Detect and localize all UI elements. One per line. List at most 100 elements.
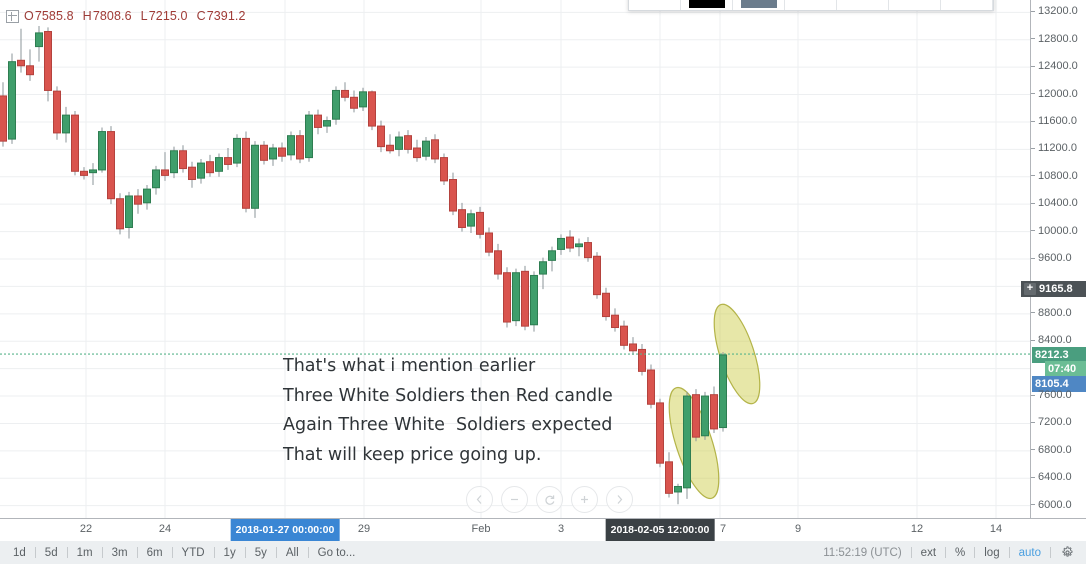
clock-label: 11:52:19 (UTC) [823,546,902,559]
ohlc-low-value: 7215.0 [148,9,188,23]
time-tick-label: 12 [910,523,924,535]
toolbar-separator [275,547,277,558]
candlestick-chart [0,0,1030,518]
floating-style-panel[interactable] [628,0,994,11]
toolbar-separator [945,547,947,558]
zoom-in-button[interactable] [571,486,598,513]
annotation-line-4: That will keep price going up. [283,444,542,465]
time-tick-label: 29 [357,523,371,535]
price-tick-label: 11600.0 [1031,115,1086,127]
chevron-left-icon [476,495,482,504]
crosshair-price-value: 9165.8 [1039,282,1073,295]
price-tick-label: 8800.0 [1031,307,1086,319]
scroll-left-button[interactable] [466,486,493,513]
reset-chart-button[interactable] [536,486,563,513]
option-button-auto[interactable]: auto [1018,546,1041,559]
ohlc-high-value: 7808.6 [92,9,132,23]
price-tick-label: 10000.0 [1031,225,1086,237]
range-button-all[interactable]: All [285,546,299,559]
chart-plot-area[interactable] [0,0,1030,518]
color-swatch-slate[interactable] [740,0,777,8]
range-button-3m[interactable]: 3m [111,546,128,559]
price-tick-label: 11200.0 [1031,142,1086,154]
annotation-line-2: Three White Soldiers then Red candle [283,385,613,406]
zoom-out-button[interactable] [501,486,528,513]
price-tick-label: 6800.0 [1031,444,1086,456]
last-price-badge: 8212.3 [1032,347,1086,364]
ohlc-open-value: 7585.8 [34,9,74,23]
chart-annotation-text[interactable]: That's what i mention earlier Three Whit… [283,352,613,470]
toolbar-separator [213,547,215,558]
option-button-ext[interactable]: ext [920,546,937,559]
price-tick-label: 13200.0 [1031,5,1086,17]
price-tick-label: 12000.0 [1031,88,1086,100]
time-tick-label: 3 [557,523,565,535]
go-to-button[interactable]: Go to... [317,546,356,559]
price-tick-label: 7200.0 [1031,416,1086,428]
plus-icon [581,496,588,503]
price-tick-label: 10400.0 [1031,197,1086,209]
annotation-line-3: Again Three White Soldiers expected [283,415,613,435]
ohlc-close-value: 7391.2 [206,9,246,23]
ohlc-close-label: C [196,9,206,23]
range-button-5y[interactable]: 5y [254,546,267,559]
minus-icon [511,498,518,501]
ohlc-low-label: L [140,9,148,23]
time-tick-label: 7 [719,523,727,535]
bid-price-badge: 8105.4 [1032,376,1086,393]
add-alert-icon[interactable]: + [1024,282,1036,295]
time-tick-label: 9 [794,523,802,535]
time-selected-badge: 2018-01-27 00:00:00 [230,519,340,541]
toolbar-separator [307,547,309,558]
price-tick-label: 7600.0 [1031,389,1086,401]
panel-cell[interactable] [889,0,941,10]
chart-options-group: 11:52:19 (UTC) ext% log auto [814,546,1086,559]
time-tick-label: 22 [79,523,93,535]
price-tick-label: 12800.0 [1031,33,1086,45]
ohlc-legend: O 7585.8 H 7808.6 L 7215.0 C 7391.2 [6,9,255,23]
ohlc-open-label: O [24,9,34,23]
range-button-1y[interactable]: 1y [223,546,236,559]
time-tick-label: Feb [471,523,491,535]
annotation-line-1: That's what i mention earlier [283,356,536,376]
toolbar-separator [1050,547,1051,558]
color-swatch-black-cell[interactable] [681,0,733,10]
chart-nav-buttons [466,486,633,513]
toolbar-separator [244,547,246,558]
toolbar-separator [136,547,138,558]
color-swatch-slate-cell[interactable] [733,0,785,10]
range-button-5d[interactable]: 5d [44,546,58,559]
time-tick-label: 14 [989,523,1003,535]
scroll-right-button[interactable] [606,486,633,513]
panel-cell[interactable] [837,0,889,10]
expand-legend-icon[interactable] [6,9,19,23]
settings-button[interactable] [1051,546,1080,559]
panel-cell[interactable] [941,0,993,10]
gear-icon [1062,546,1073,557]
price-tick-label: 12400.0 [1031,60,1086,72]
toolbar-separator [171,547,173,558]
reset-icon [544,494,554,505]
time-scale[interactable]: 22 24 29 Feb 3 7 9 12 14 2018-01-27 00:00:00 2018-… [0,518,1086,541]
range-selector-group: 1d 5d 1m 3m 6m YTD 1y 5y All Go to... [0,547,364,559]
toolbar-separator [910,547,912,558]
range-button-6m[interactable]: 6m [146,546,163,559]
panel-cell[interactable] [629,0,681,10]
toolbar-separator [101,547,103,558]
toolbar-separator [974,547,976,558]
price-scale[interactable]: + 9165.8 8212.3 07:40 8105.4 13200.0 1280… [1021,0,1086,518]
ohlc-high-label: H [82,9,92,23]
color-swatch-black[interactable] [688,0,725,8]
range-button-1m[interactable]: 1m [76,546,93,559]
range-button-1d[interactable]: 1d [13,546,26,559]
price-tick-label: 8400.0 [1031,334,1086,346]
toolbar-separator [34,547,36,558]
option-button-percent[interactable]: % [955,546,966,559]
option-button-log[interactable]: log [984,546,1000,559]
price-tick-label: 6000.0 [1031,499,1086,511]
panel-cell[interactable] [785,0,837,10]
range-button-ytd[interactable]: YTD [181,546,205,559]
price-tick-label: 9600.0 [1031,252,1086,264]
bottom-toolbar: 1d 5d 1m 3m 6m YTD 1y 5y All Go to... 11:52:19 (U… [0,540,1086,564]
